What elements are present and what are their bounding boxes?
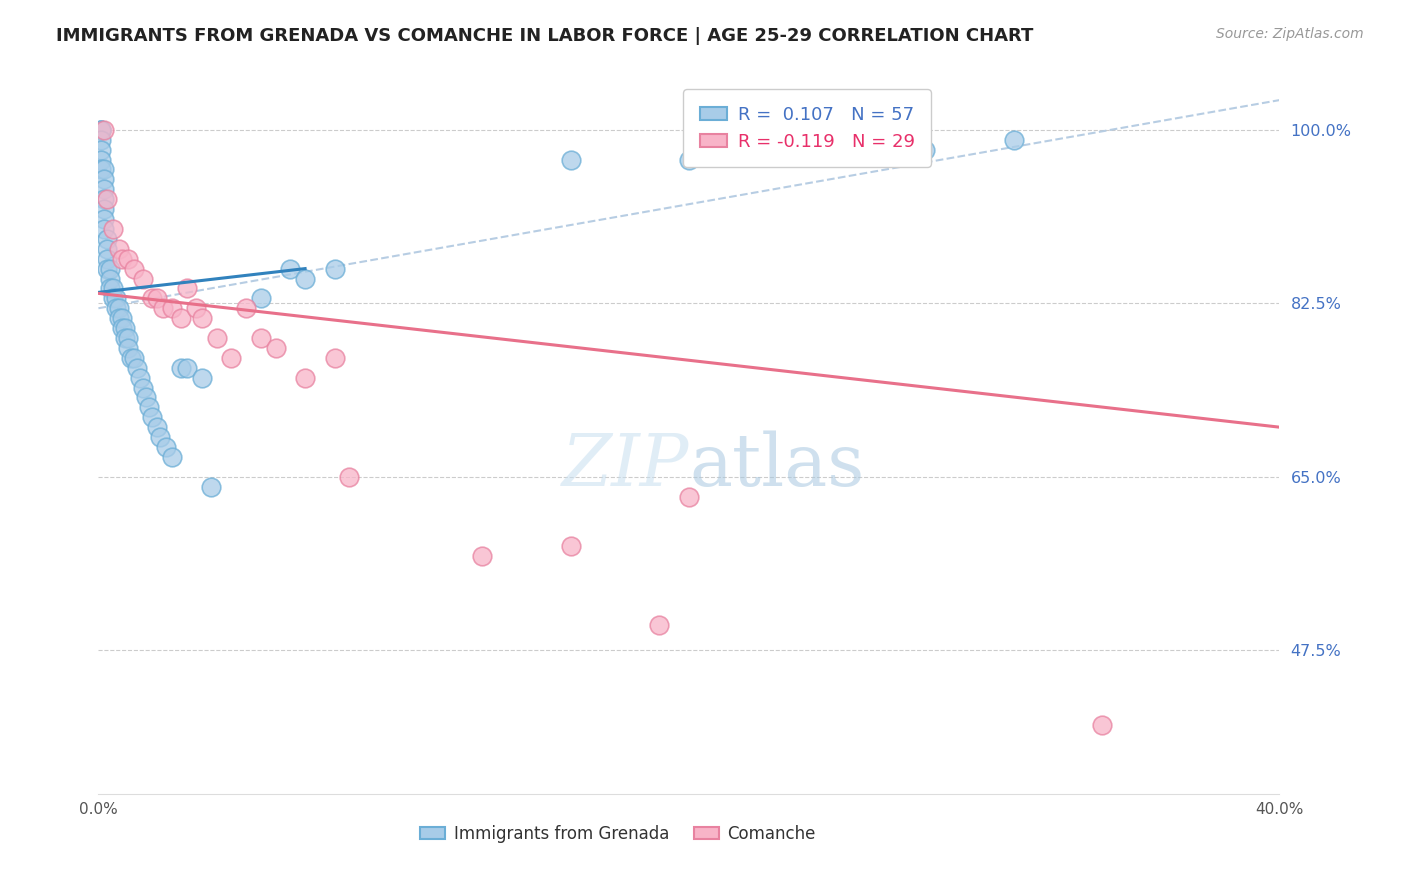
Point xyxy=(90,143,112,157)
Point xyxy=(96,192,118,206)
Point xyxy=(105,301,128,316)
Point xyxy=(170,311,193,326)
Point xyxy=(221,351,243,365)
Point xyxy=(96,261,118,276)
Point xyxy=(471,549,494,563)
Point xyxy=(200,480,222,494)
Point xyxy=(125,360,148,375)
Point xyxy=(105,291,128,305)
Point xyxy=(280,261,302,276)
Point xyxy=(648,618,671,632)
Point xyxy=(141,291,163,305)
Text: ZIP: ZIP xyxy=(561,430,689,501)
Point xyxy=(162,450,183,464)
Point xyxy=(135,391,157,405)
Point xyxy=(111,311,134,326)
Point xyxy=(176,281,198,295)
Point xyxy=(205,331,228,345)
Point xyxy=(191,370,214,384)
Point xyxy=(162,301,183,316)
Point xyxy=(103,281,125,295)
Point xyxy=(176,360,198,375)
Point xyxy=(560,539,582,553)
Legend: Immigrants from Grenada, Comanche: Immigrants from Grenada, Comanche xyxy=(413,819,823,850)
Point xyxy=(114,321,136,335)
Point xyxy=(93,212,115,227)
Point xyxy=(98,281,121,295)
Point xyxy=(117,341,139,355)
Point xyxy=(294,370,316,384)
Point xyxy=(294,271,316,285)
Point xyxy=(90,162,112,177)
Point xyxy=(111,252,134,266)
Point xyxy=(323,351,346,365)
Text: Source: ZipAtlas.com: Source: ZipAtlas.com xyxy=(1216,27,1364,41)
Point xyxy=(93,202,115,216)
Point xyxy=(93,222,115,236)
Point xyxy=(678,153,700,167)
Point xyxy=(235,301,257,316)
Point xyxy=(560,153,582,167)
Point xyxy=(93,172,115,186)
Point xyxy=(117,331,139,345)
Point xyxy=(117,252,139,266)
Point xyxy=(132,380,155,394)
Point xyxy=(250,291,273,305)
Point xyxy=(914,143,936,157)
Point xyxy=(149,430,172,444)
Point xyxy=(90,123,112,137)
Point xyxy=(108,311,131,326)
Text: IMMIGRANTS FROM GRENADA VS COMANCHE IN LABOR FORCE | AGE 25-29 CORRELATION CHART: IMMIGRANTS FROM GRENADA VS COMANCHE IN L… xyxy=(56,27,1033,45)
Point xyxy=(138,401,160,415)
Point xyxy=(323,261,346,276)
Point xyxy=(98,261,121,276)
Point xyxy=(132,271,155,285)
Point xyxy=(93,123,115,137)
Point xyxy=(111,321,134,335)
Point xyxy=(1002,133,1025,147)
Point xyxy=(96,252,118,266)
Point xyxy=(122,351,145,365)
Point xyxy=(108,301,131,316)
Point xyxy=(146,420,169,434)
Point xyxy=(90,123,112,137)
Point xyxy=(122,261,145,276)
Point xyxy=(339,469,361,483)
Point xyxy=(152,301,174,316)
Point xyxy=(146,291,169,305)
Point xyxy=(155,440,177,454)
Point xyxy=(678,490,700,504)
Point xyxy=(250,331,273,345)
Point xyxy=(93,162,115,177)
Text: atlas: atlas xyxy=(689,430,865,501)
Point xyxy=(108,242,131,256)
Point xyxy=(103,222,125,236)
Point xyxy=(98,271,121,285)
Point xyxy=(1091,717,1114,731)
Point xyxy=(114,331,136,345)
Point xyxy=(264,341,287,355)
Point xyxy=(103,291,125,305)
Point xyxy=(170,360,193,375)
Point xyxy=(96,232,118,246)
Point xyxy=(93,182,115,196)
Point xyxy=(184,301,207,316)
Point xyxy=(141,410,163,425)
Point xyxy=(93,192,115,206)
Point xyxy=(90,153,112,167)
Point xyxy=(90,133,112,147)
Point xyxy=(90,123,112,137)
Point xyxy=(120,351,142,365)
Point xyxy=(191,311,214,326)
Point xyxy=(128,370,150,384)
Point xyxy=(96,242,118,256)
